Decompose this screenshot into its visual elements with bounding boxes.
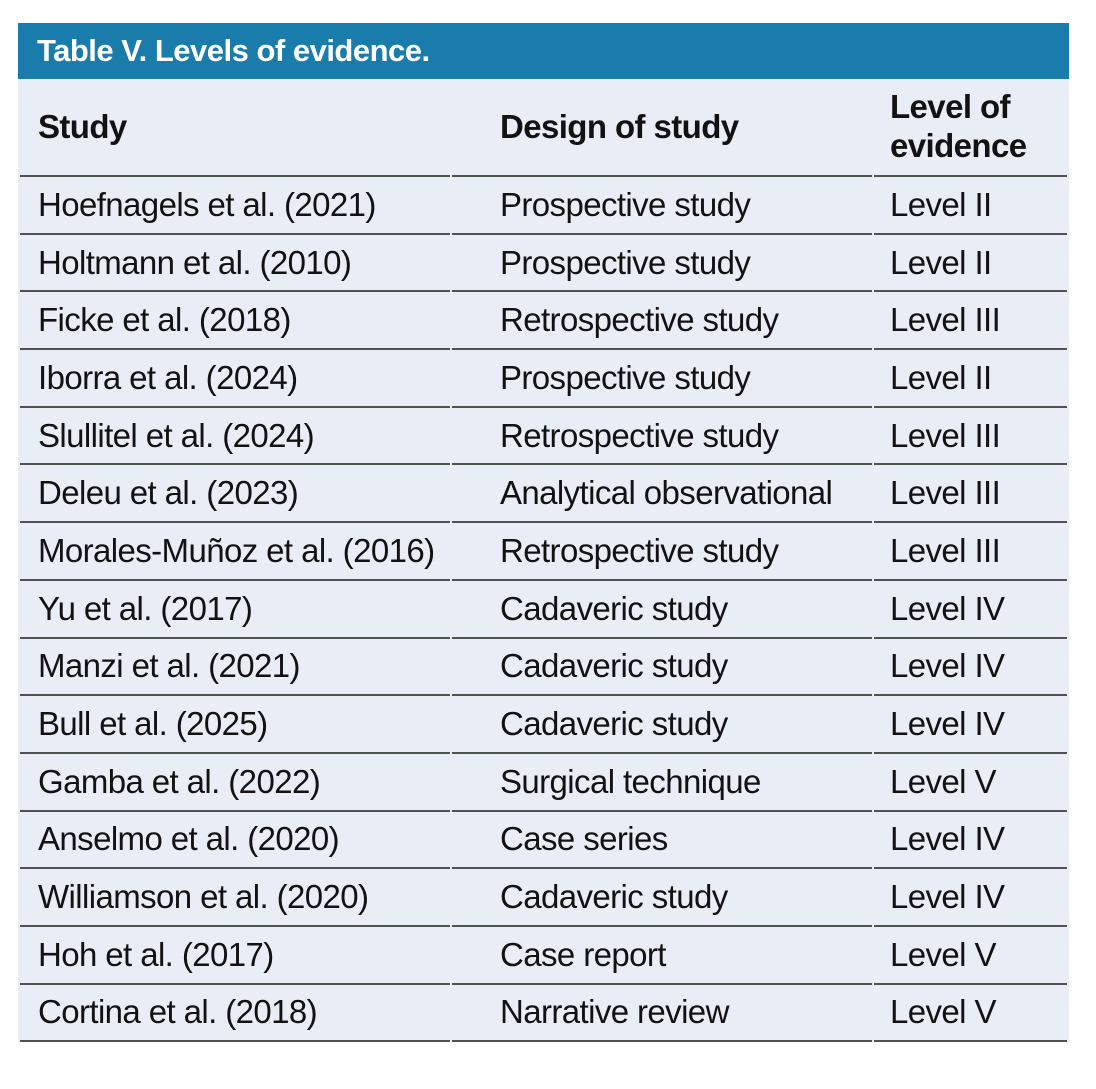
table-row: Gamba et al. (2022) Surgical technique L… <box>20 754 1067 812</box>
study-cell: Morales-Muñoz et al. (2016) <box>20 523 450 581</box>
design-cell: Prospective study <box>452 350 872 408</box>
table-row: Anselmo et al. (2020) Case series Level … <box>20 812 1067 870</box>
levels-of-evidence-table: Study Design of study Level of evidence … <box>18 79 1069 1043</box>
level-cell: Level V <box>874 985 1067 1043</box>
study-cell: Cortina et al. (2018) <box>20 985 450 1043</box>
design-cell: Narrative review <box>452 985 872 1043</box>
study-cell: Hoefnagels et al. (2021) <box>20 177 450 235</box>
study-cell: Manzi et al. (2021) <box>20 639 450 697</box>
level-cell: Level IV <box>874 869 1067 927</box>
table-card: Table V. Levels of evidence. Study Desig… <box>18 23 1069 1043</box>
table-row: Williamson et al. (2020) Cadaveric study… <box>20 869 1067 927</box>
column-header-evidence: Level of evidence <box>874 79 1067 177</box>
table-row: Yu et al. (2017) Cadaveric study Level I… <box>20 581 1067 639</box>
level-cell: Level II <box>874 177 1067 235</box>
design-cell: Surgical technique <box>452 754 872 812</box>
design-cell: Analytical observational <box>452 465 872 524</box>
level-cell: Level V <box>874 754 1067 812</box>
design-cell: Retrospective study <box>452 292 872 351</box>
design-cell: Case report <box>452 927 872 985</box>
level-cell: Level III <box>874 408 1067 466</box>
level-cell: Level IV <box>874 812 1067 870</box>
design-cell: Cadaveric study <box>452 581 872 639</box>
table-row: Deleu et al. (2023) Analytical observati… <box>20 465 1067 524</box>
design-cell: Retrospective study <box>452 408 872 466</box>
table-row: Ficke et al. (2018) Retrospective study … <box>20 292 1067 351</box>
column-header-design: Design of study <box>452 79 872 177</box>
table-row: Bull et al. (2025) Cadaveric study Level… <box>20 696 1067 754</box>
study-cell: Gamba et al. (2022) <box>20 754 450 812</box>
table-title: Table V. Levels of evidence. <box>18 23 1069 79</box>
study-cell: Ficke et al. (2018) <box>20 292 450 351</box>
table-row: Iborra et al. (2024) Prospective study L… <box>20 350 1067 408</box>
level-cell: Level IV <box>874 696 1067 754</box>
table-row: Holtmann et al. (2010) Prospective study… <box>20 235 1067 293</box>
design-cell: Case series <box>452 812 872 870</box>
level-cell: Level II <box>874 350 1067 408</box>
column-header-study: Study <box>20 79 450 177</box>
design-cell: Retrospective study <box>452 523 872 581</box>
design-cell: Cadaveric study <box>452 696 872 754</box>
level-cell: Level IV <box>874 581 1067 639</box>
study-cell: Iborra et al. (2024) <box>20 350 450 408</box>
design-cell: Cadaveric study <box>452 639 872 697</box>
study-cell: Deleu et al. (2023) <box>20 465 450 524</box>
level-cell: Level III <box>874 292 1067 351</box>
table-row: Cortina et al. (2018) Narrative review L… <box>20 985 1067 1043</box>
table-row: Morales-Muñoz et al. (2016) Retrospectiv… <box>20 523 1067 581</box>
design-cell: Cadaveric study <box>452 869 872 927</box>
level-cell: Level III <box>874 523 1067 581</box>
table-row: Hoh et al. (2017) Case report Level V <box>20 927 1067 985</box>
study-cell: Hoh et al. (2017) <box>20 927 450 985</box>
table-row: Slullitel et al. (2024) Retrospective st… <box>20 408 1067 466</box>
design-cell: Prospective study <box>452 177 872 235</box>
design-cell: Prospective study <box>452 235 872 293</box>
study-cell: Anselmo et al. (2020) <box>20 812 450 870</box>
level-cell: Level III <box>874 465 1067 524</box>
header-row: Study Design of study Level of evidence <box>20 79 1067 177</box>
study-cell: Bull et al. (2025) <box>20 696 450 754</box>
level-cell: Level IV <box>874 639 1067 697</box>
study-cell: Slullitel et al. (2024) <box>20 408 450 466</box>
study-cell: Yu et al. (2017) <box>20 581 450 639</box>
table-row: Manzi et al. (2021) Cadaveric study Leve… <box>20 639 1067 697</box>
level-cell: Level II <box>874 235 1067 293</box>
study-cell: Holtmann et al. (2010) <box>20 235 450 293</box>
level-cell: Level V <box>874 927 1067 985</box>
table-row: Hoefnagels et al. (2021) Prospective stu… <box>20 177 1067 235</box>
study-cell: Williamson et al. (2020) <box>20 869 450 927</box>
